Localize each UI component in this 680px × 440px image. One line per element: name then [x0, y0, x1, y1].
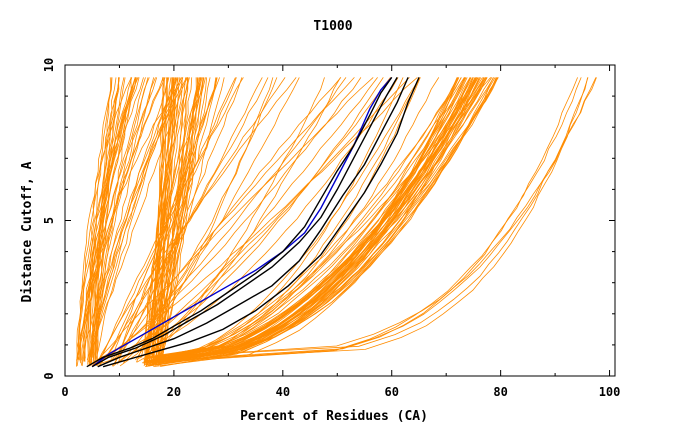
x-tick-label: 80	[493, 385, 507, 399]
series-line-black-2	[91, 77, 398, 368]
series-line-orange	[143, 77, 205, 361]
series-line-orange	[123, 77, 300, 363]
series-line-orange	[109, 77, 217, 363]
x-tick-label: 20	[167, 385, 181, 399]
series-line-orange	[154, 77, 478, 359]
y-tick-label: 10	[42, 58, 56, 72]
series-line-orange	[162, 77, 421, 365]
series-line-orange	[144, 77, 174, 361]
y-ticks: 0 5 10	[42, 58, 615, 380]
series-line-blue	[91, 76, 393, 368]
series-line-orange	[143, 77, 497, 363]
series-line-orange	[153, 77, 589, 362]
series-line-orange	[154, 77, 499, 364]
series-line-orange	[80, 77, 178, 366]
y-axis-label: Distance Cutoff, A	[20, 161, 35, 302]
series-line-orange	[136, 77, 342, 363]
series-line-orange	[113, 77, 355, 365]
series-line-orange	[155, 77, 440, 363]
series-line-orange	[96, 77, 138, 367]
series-line-orange	[96, 77, 125, 366]
series-line-orange	[143, 77, 183, 363]
series-line-orange	[99, 77, 244, 360]
series-line-orange	[161, 77, 492, 361]
series-line-orange	[153, 77, 597, 363]
series-line-orange	[112, 77, 278, 367]
series-line-black-1	[86, 76, 393, 368]
series-line-orange	[94, 77, 236, 366]
y-tick-label: 5	[42, 217, 56, 224]
series-line-orange	[119, 77, 274, 367]
highlight-lines	[86, 76, 420, 368]
series-line-orange	[146, 77, 588, 359]
series-line-orange	[76, 77, 156, 361]
series-line-orange	[90, 77, 120, 359]
series-line-orange	[154, 77, 421, 359]
series-line-orange	[135, 77, 211, 361]
series-line-orange	[141, 77, 487, 364]
series-line-orange	[94, 77, 178, 362]
series-line-orange	[83, 77, 166, 362]
series-line-orange	[81, 77, 133, 367]
chart-title: T1000	[313, 19, 352, 34]
x-axis-label: Percent of Residues (CA)	[240, 409, 428, 424]
series-line-black-4	[102, 77, 420, 368]
series-line-orange	[144, 77, 378, 361]
x-tick-label: 100	[599, 385, 621, 399]
series-line-orange	[147, 77, 496, 362]
series-line-orange	[76, 77, 120, 367]
series-line-orange	[159, 77, 462, 363]
series-line-orange	[157, 77, 459, 359]
series-line-orange	[87, 77, 113, 359]
series-line-orange	[89, 77, 175, 359]
series-line-orange	[137, 77, 325, 359]
series-line-orange	[90, 77, 120, 365]
series-line-orange	[151, 77, 473, 360]
series-line-orange	[157, 77, 207, 362]
series-line-orange	[76, 77, 139, 361]
series-line-orange	[159, 77, 198, 358]
series-line-orange	[86, 77, 155, 361]
series-line-orange	[147, 77, 477, 363]
series-line-orange	[111, 77, 243, 367]
series-line-orange	[91, 77, 374, 367]
series-line-orange	[149, 77, 466, 366]
y-tick-label: 0	[42, 372, 56, 379]
series-line-orange	[94, 77, 384, 366]
plot-lines	[76, 77, 597, 367]
series-line-orange	[114, 77, 237, 359]
x-tick-label: 60	[385, 385, 399, 399]
series-line-orange	[156, 77, 578, 361]
series-line-orange	[147, 77, 466, 361]
x-tick-label: 0	[61, 385, 68, 399]
x-tick-label: 40	[276, 385, 290, 399]
series-line-orange	[114, 77, 286, 364]
series-line-orange	[144, 77, 487, 363]
series-line-orange	[76, 77, 137, 367]
series-line-black-3	[97, 77, 409, 368]
series-line-orange	[140, 77, 218, 359]
series-line-orange	[147, 77, 474, 358]
series-line-orange	[154, 77, 582, 364]
series-line-orange	[161, 77, 465, 362]
x-ticks: 0 20 40 60 80 100	[61, 65, 620, 399]
series-line-orange	[145, 77, 225, 363]
series-line-orange	[79, 77, 140, 364]
